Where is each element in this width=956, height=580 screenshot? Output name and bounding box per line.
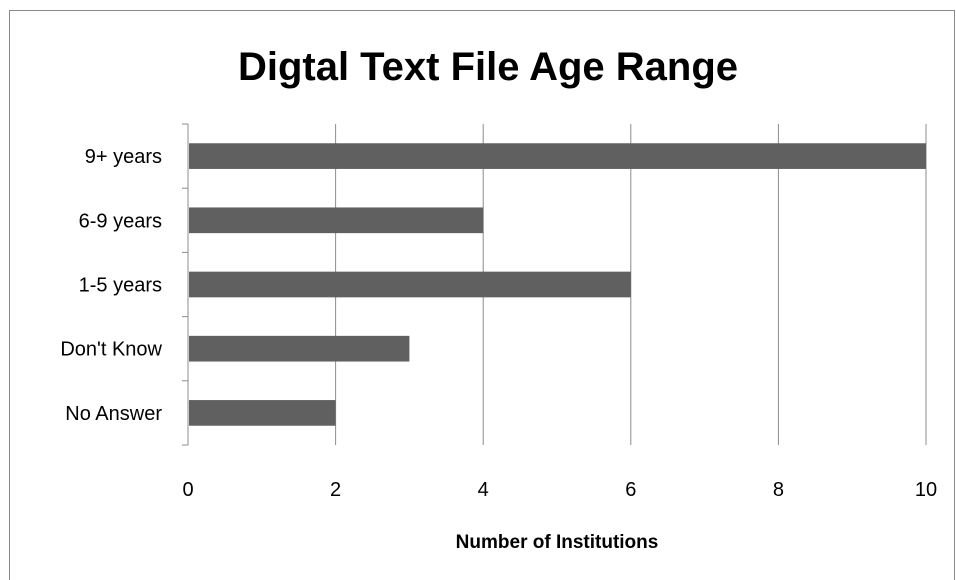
y-tick-label-1: 6-9 years bbox=[79, 210, 162, 232]
y-tick-label-0: 9+ years bbox=[85, 146, 162, 168]
y-tick-label-3: Don't Know bbox=[60, 339, 162, 361]
bar-1 bbox=[189, 207, 484, 234]
axes bbox=[182, 123, 189, 446]
x-tick-label-5: 10 bbox=[915, 479, 937, 501]
y-tick-label-2: 1-5 years bbox=[79, 275, 162, 297]
x-tick-label-1: 2 bbox=[330, 479, 341, 501]
bars bbox=[189, 143, 926, 426]
x-tick-label-0: 0 bbox=[182, 479, 193, 501]
x-tick-label-2: 4 bbox=[478, 479, 489, 501]
y-tick-label-4: No Answer bbox=[65, 403, 162, 425]
bar-2 bbox=[189, 271, 631, 298]
x-tick-label-3: 6 bbox=[625, 479, 636, 501]
chart-title: Digtal Text File Age Range bbox=[238, 45, 738, 89]
x-tick-labels: 0 2 4 6 8 10 bbox=[182, 479, 937, 501]
x-tick-label-4: 8 bbox=[773, 479, 784, 501]
y-tick-labels: 9+ years 6-9 years 1-5 years Don't Know No A… bbox=[60, 146, 162, 425]
bar-4 bbox=[189, 400, 336, 426]
bar-0 bbox=[189, 143, 926, 169]
bar-3 bbox=[189, 335, 410, 362]
x-axis-title: Number of Institutions bbox=[456, 532, 659, 553]
